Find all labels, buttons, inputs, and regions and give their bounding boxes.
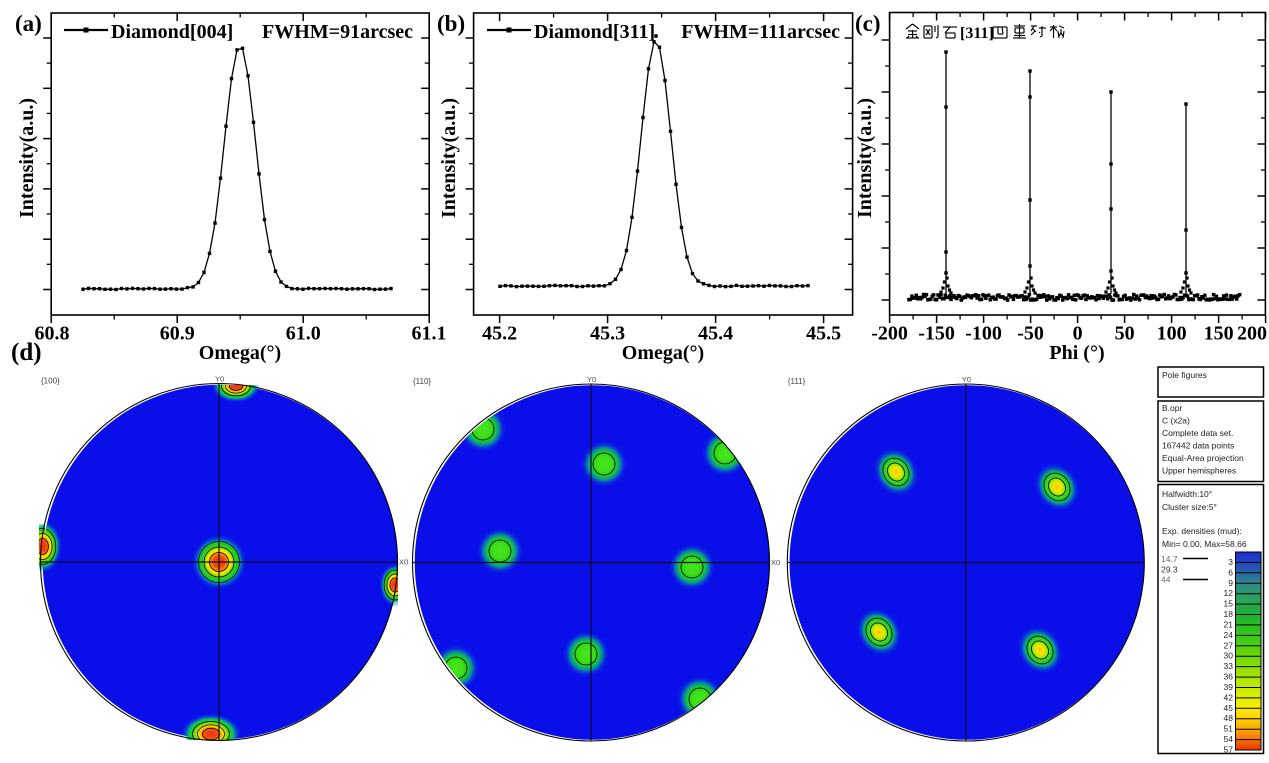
svg-text:-200: -200 [871, 323, 908, 345]
svg-text:FWHM=91arcsec: FWHM=91arcsec [262, 21, 413, 43]
svg-text:48: 48 [1224, 713, 1234, 723]
svg-text:42: 42 [1224, 692, 1234, 702]
svg-text:150: 150 [1204, 323, 1234, 345]
svg-text:Intensity(a.u.): Intensity(a.u.) [438, 98, 460, 218]
svg-text:Diamond[004]: Diamond[004] [111, 21, 233, 43]
svg-text:Halfwidth:10°: Halfwidth:10° [1162, 489, 1212, 499]
svg-text:6: 6 [1228, 567, 1233, 577]
svg-text:24: 24 [1224, 630, 1234, 640]
svg-text:(a): (a) [15, 11, 42, 36]
svg-text:Cluster size:5°: Cluster size:5° [1162, 502, 1217, 512]
svg-text:Upper hemispheres: Upper hemispheres [1162, 466, 1236, 476]
svg-text:Y0: Y0 [587, 375, 596, 384]
svg-text:61.1: 61.1 [412, 323, 447, 345]
svg-text:12: 12 [1224, 588, 1234, 598]
svg-text:200: 200 [1237, 323, 1267, 345]
svg-text:FWHM=111arcsec: FWHM=111arcsec [681, 21, 840, 43]
svg-text:Complete data set.: Complete data set. [1162, 428, 1233, 438]
svg-text:45.4: 45.4 [698, 323, 733, 345]
svg-text:Phi (°): Phi (°) [1049, 342, 1104, 364]
svg-text:9: 9 [1228, 578, 1233, 588]
svg-text:C (x2a): C (x2a) [1162, 416, 1190, 426]
svg-text:14.7: 14.7 [1161, 554, 1178, 564]
svg-text:Equal-Area projection: Equal-Area projection [1162, 453, 1244, 463]
svg-text:45: 45 [1224, 703, 1234, 713]
svg-text:3: 3 [1228, 557, 1233, 567]
svg-text:44: 44 [1161, 575, 1171, 585]
svg-text:29.3: 29.3 [1161, 565, 1178, 575]
svg-text:B.opr: B.opr [1162, 403, 1182, 413]
svg-text:[311]: [311] [960, 25, 994, 42]
svg-text:Omega(°): Omega(°) [199, 342, 281, 364]
svg-text:100: 100 [1157, 323, 1187, 345]
svg-text:51: 51 [1224, 724, 1234, 734]
svg-text:61.0: 61.0 [286, 323, 321, 345]
svg-text:54: 54 [1224, 734, 1234, 744]
svg-text:18: 18 [1224, 609, 1234, 619]
svg-text:X0: X0 [771, 558, 780, 567]
svg-text:{111}: {111} [788, 377, 806, 386]
svg-text:21: 21 [1224, 619, 1234, 629]
svg-text:(b): (b) [437, 11, 465, 36]
svg-text:-100: -100 [965, 323, 1002, 345]
svg-text:-50: -50 [1017, 323, 1044, 345]
svg-text:60.8: 60.8 [35, 323, 70, 345]
svg-text:(d): (d) [11, 339, 42, 366]
svg-text:{110}: {110} [413, 377, 431, 386]
svg-text:50: 50 [1115, 323, 1135, 345]
svg-text:45.5: 45.5 [806, 323, 841, 345]
svg-text:Intensity(a.u.): Intensity(a.u.) [16, 98, 38, 218]
svg-text:167442 data points: 167442 data points [1162, 441, 1234, 451]
svg-text:Y0: Y0 [962, 375, 971, 384]
svg-text:45.2: 45.2 [482, 323, 517, 345]
svg-text:X0: X0 [399, 558, 408, 567]
svg-text:Y0: Y0 [215, 375, 224, 384]
svg-text:Pole figures: Pole figures [1162, 370, 1207, 380]
svg-text:57: 57 [1224, 745, 1234, 755]
svg-text:Diamond[311]: Diamond[311] [534, 21, 655, 43]
svg-text:39: 39 [1224, 682, 1234, 692]
svg-text:Exp. densities (mud):: Exp. densities (mud): [1162, 526, 1242, 536]
svg-text:45.3: 45.3 [590, 323, 625, 345]
svg-text:30: 30 [1224, 651, 1234, 661]
svg-text:(c): (c) [855, 11, 881, 36]
svg-text:36: 36 [1224, 672, 1234, 682]
svg-text:-150: -150 [918, 323, 955, 345]
svg-text:27: 27 [1224, 640, 1234, 650]
svg-text:0: 0 [1073, 323, 1083, 345]
svg-text:33: 33 [1224, 661, 1234, 671]
svg-text:Min= 0.00, Max=58.66: Min= 0.00, Max=58.66 [1162, 539, 1247, 549]
svg-text:60.9: 60.9 [160, 323, 195, 345]
svg-text:15: 15 [1224, 599, 1234, 609]
svg-text:Intensity(a.u.): Intensity(a.u.) [854, 98, 876, 218]
svg-text:Omega(°): Omega(°) [622, 342, 704, 364]
svg-text:{100}: {100} [41, 377, 60, 386]
